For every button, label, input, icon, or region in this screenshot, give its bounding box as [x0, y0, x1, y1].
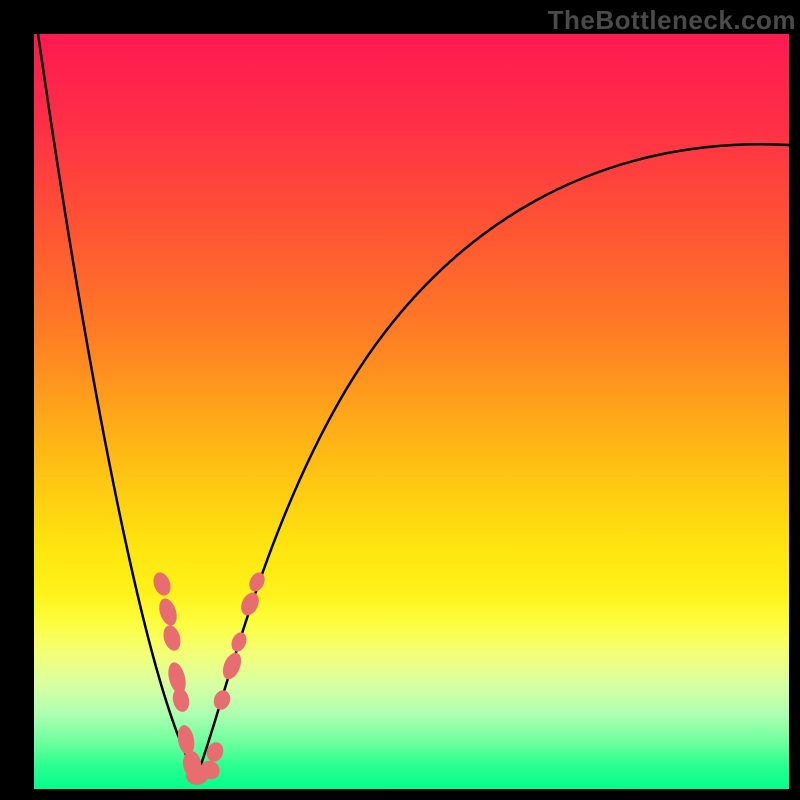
watermark-text: TheBottleneck.com: [548, 5, 796, 36]
plot-background: [34, 34, 789, 789]
bottleneck-chart: [0, 0, 800, 800]
